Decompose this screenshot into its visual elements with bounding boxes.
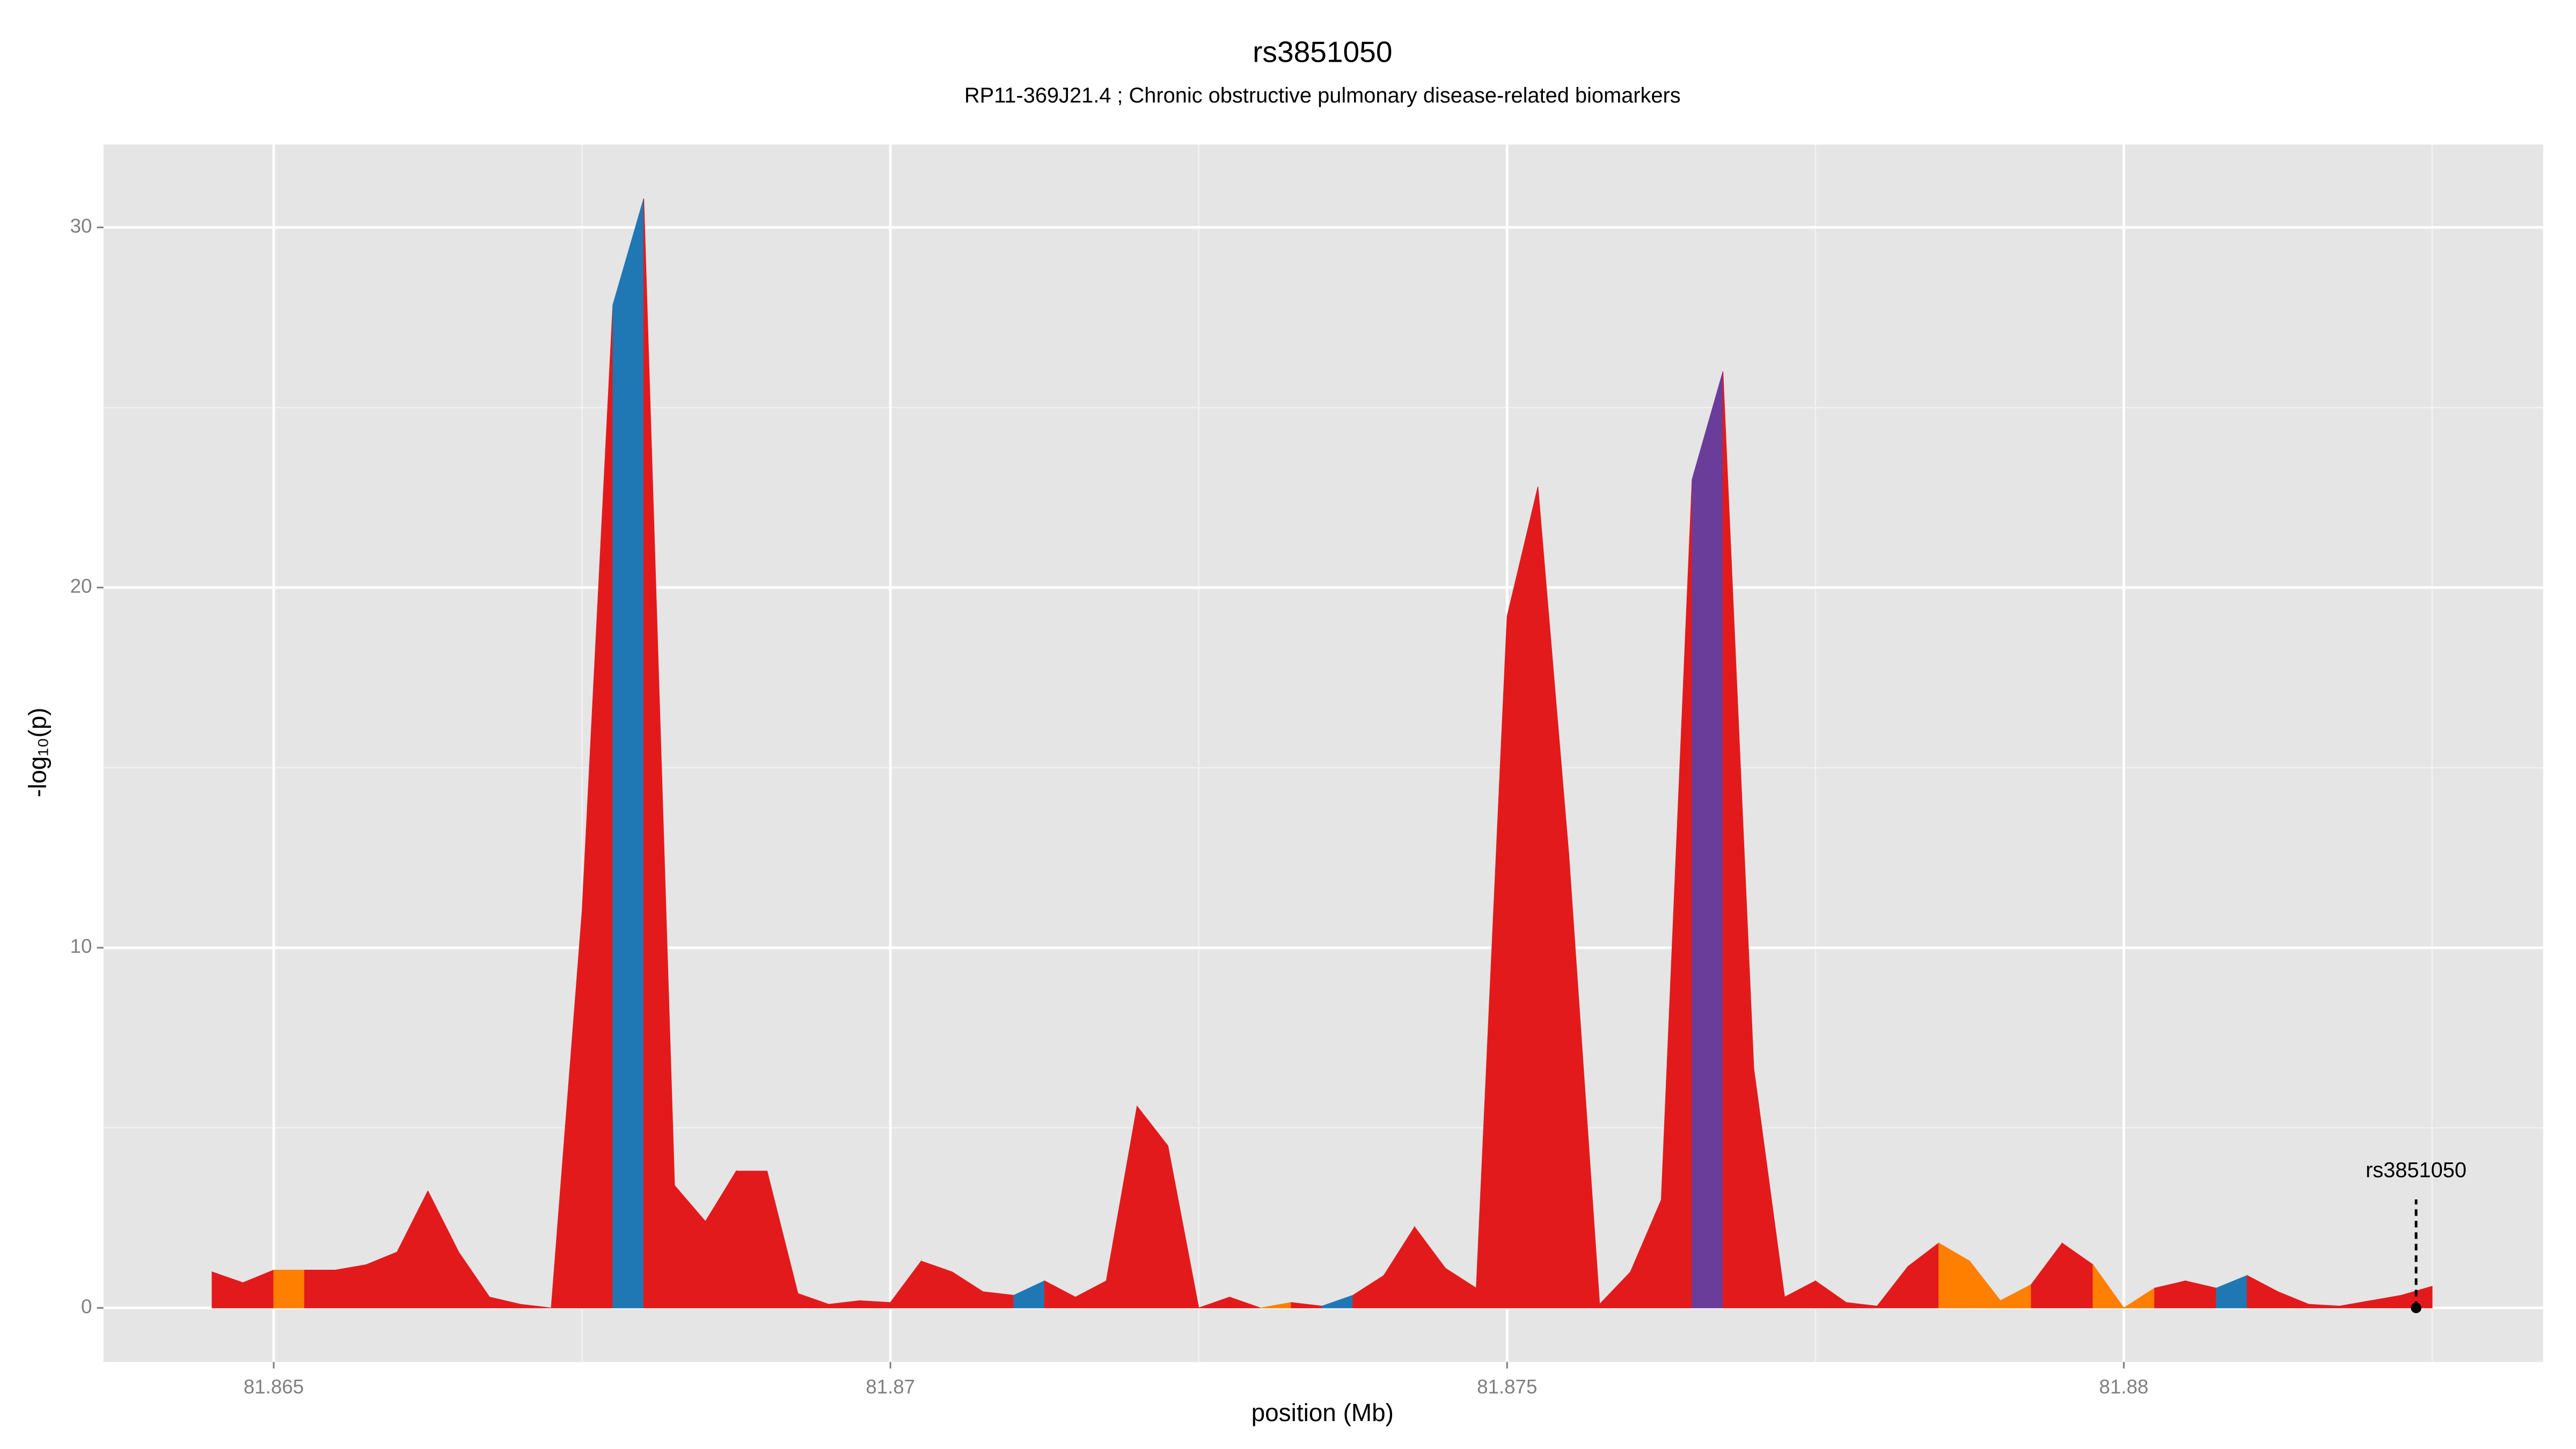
chart-title: rs3851050 xyxy=(1253,35,1392,69)
y-tick-label: 10 xyxy=(70,935,92,957)
area-segment xyxy=(1229,1297,1261,1308)
area-segment xyxy=(1692,371,1724,1308)
area-segment xyxy=(1167,1145,1199,1308)
area-segment xyxy=(2401,1286,2433,1308)
y-tick-label: 20 xyxy=(70,575,92,597)
x-axis-label: position (Mb) xyxy=(1252,1399,1394,1426)
annotation-point xyxy=(2411,1302,2421,1313)
labels: 81.865 81.87 81.875 81.88 0 10 20 30 rs3851050 xyxy=(70,215,2467,1397)
marks xyxy=(211,198,2433,1313)
area-segment xyxy=(520,1304,552,1308)
area-segment xyxy=(335,1264,367,1308)
x-tick-label: 81.88 xyxy=(2099,1375,2148,1397)
chart-subtitle: RP11-369J21.4 ; Chronic obstructive pulm… xyxy=(964,84,1681,107)
area-segment xyxy=(2092,1263,2125,1308)
x-tick-label: 81.875 xyxy=(1477,1375,1537,1397)
area-segment xyxy=(736,1170,767,1308)
area-segment xyxy=(304,1270,336,1308)
x-tick-label: 81.865 xyxy=(244,1375,304,1397)
y-axis-label: -log₁₀(p) xyxy=(24,707,52,797)
area-segment xyxy=(273,1270,305,1308)
x-tick-label: 81.87 xyxy=(866,1375,915,1397)
grid xyxy=(97,144,2543,1368)
area-segment xyxy=(1506,486,1539,1308)
y-tick-label: 30 xyxy=(70,215,92,237)
plot-background xyxy=(103,144,2543,1362)
y-tick-label: 0 xyxy=(81,1296,92,1318)
area-segment xyxy=(612,198,645,1308)
annotation-label: rs3851050 xyxy=(2366,1159,2467,1182)
